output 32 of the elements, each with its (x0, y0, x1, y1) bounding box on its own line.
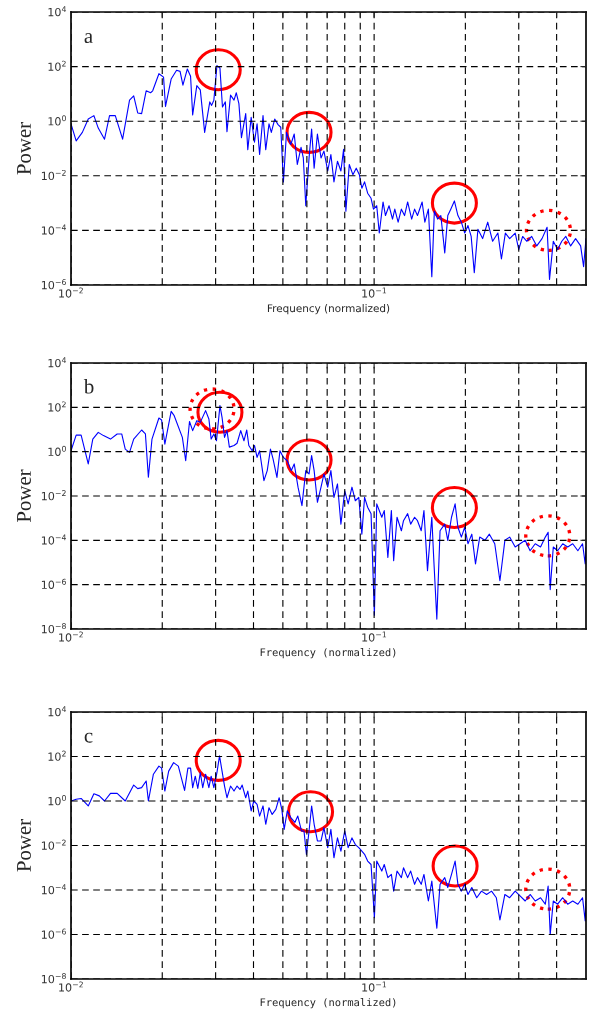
y-tick-label: 10$^{2}$ (48, 750, 66, 761)
x-axis-title: Frequency (normalized) (260, 998, 396, 1009)
y-tick-label: 10$^{−8}$ (41, 973, 66, 984)
y-tick-label: 10$^{−6}$ (41, 578, 66, 589)
y-tick-label: 10$^{−2}$ (41, 839, 66, 850)
y-tick-label: 10$^{−2}$ (41, 490, 66, 501)
y-tick-label: 10$^{0}$ (48, 445, 66, 456)
y-tick-label: 10$^{4}$ (48, 706, 67, 717)
y-tick-label: 10$^{−4}$ (41, 534, 66, 545)
y-tick-label: 10$^{4}$ (48, 6, 67, 17)
annotation: b (83, 378, 94, 394)
y-tick-label: 10$^{0}$ (48, 795, 66, 806)
y-tick-label: 10$^{−4}$ (41, 884, 66, 895)
y-tick-label: 10$^{−6}$ (41, 279, 66, 290)
y-axis-title: Power (17, 819, 31, 872)
annotation: c (84, 732, 93, 743)
y-axis-title: Power (17, 122, 31, 175)
x-tick-label: 10$^{−1}$ (362, 981, 387, 992)
y-tick-label: 10$^{−4}$ (41, 224, 66, 235)
y-tick-label: 10$^{−8}$ (41, 623, 66, 634)
annotation: a (84, 33, 93, 44)
y-tick-label: 10$^{0}$ (48, 115, 66, 126)
y-tick-label: 10$^{2}$ (48, 60, 66, 71)
x-tick-label: 10$^{−1}$ (362, 287, 387, 298)
x-axis-title: Frequency (normalized) (260, 648, 396, 659)
y-tick-label: 10$^{4}$ (48, 357, 67, 368)
y-axis-title: Power (17, 469, 31, 523)
y-tick-label: 10$^{−6}$ (41, 928, 66, 939)
x-tick-label: 10$^{−1}$ (362, 631, 387, 642)
x-axis-title: Frequency (normalized) (267, 304, 390, 315)
y-tick-label: 10$^{−2}$ (41, 169, 66, 181)
y-tick-label: 10$^{2}$ (48, 401, 66, 412)
